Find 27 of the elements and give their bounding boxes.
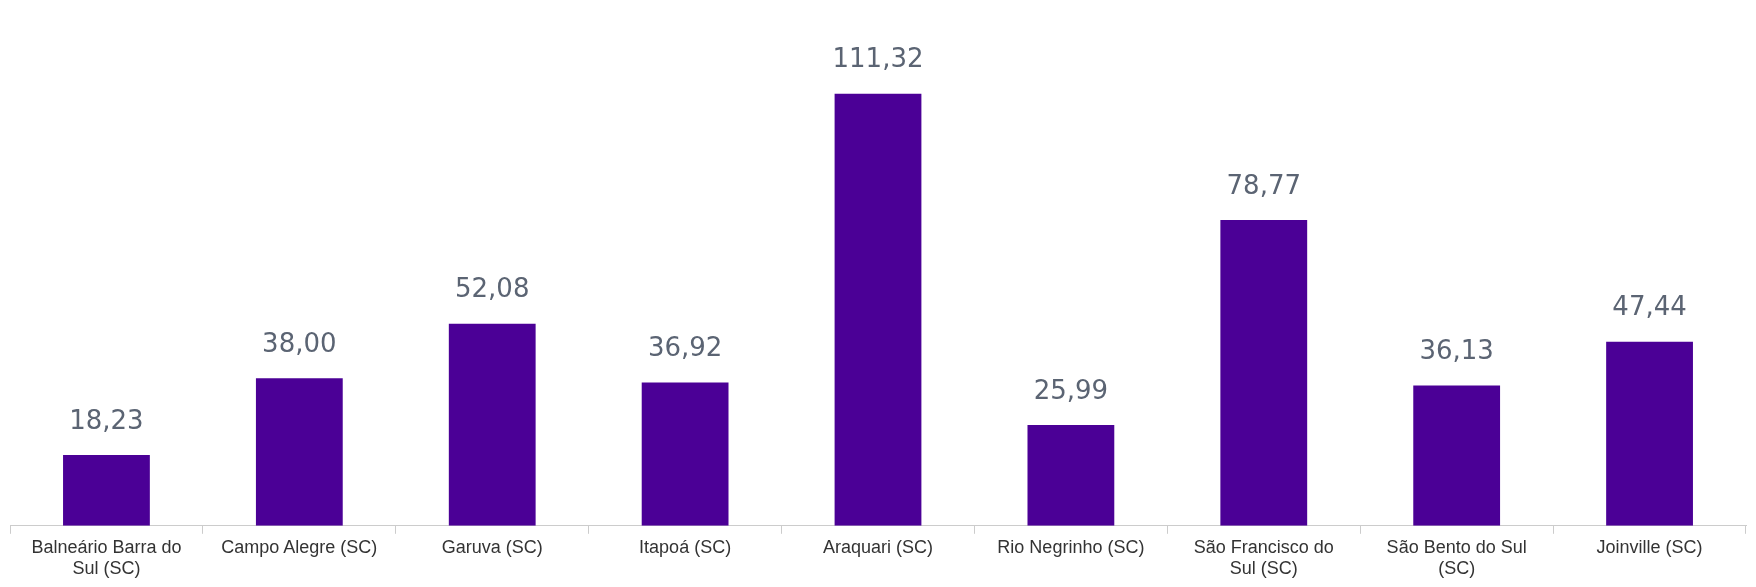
data-label: 18,23 — [69, 404, 144, 435]
bar — [834, 93, 922, 526]
x-tick-label: Joinville (SC) — [1596, 536, 1703, 557]
x-tick-label: Balneário Barra do Sul (SC) — [31, 536, 182, 579]
x-tick-label: Itapoá (SC) — [639, 536, 732, 557]
bar — [641, 382, 729, 526]
x-tick-label: Garuva (SC) — [441, 536, 543, 557]
x-tick-label: Campo Alegre (SC) — [221, 536, 378, 557]
bar — [1220, 220, 1308, 526]
bar — [255, 378, 343, 526]
x-tick-label: Rio Negrinho (SC) — [997, 536, 1145, 557]
data-label: 25,99 — [1033, 374, 1109, 405]
data-label: 36,13 — [1419, 335, 1494, 366]
x-tick-label: São Francisco do Sul (SC) — [1193, 536, 1334, 579]
bar — [63, 455, 150, 526]
x-tick-label: Araquari (SC) — [822, 536, 934, 557]
data-label: 38,00 — [262, 328, 337, 359]
data-label: 36,92 — [647, 332, 723, 363]
bar — [1027, 424, 1115, 526]
bar — [448, 323, 536, 526]
data-label: 111,32 — [832, 43, 924, 74]
bar — [1413, 385, 1501, 526]
data-label: 52,08 — [455, 273, 530, 304]
data-label: 47,44 — [1612, 291, 1687, 322]
x-tick-label: São Bento do Sul (SC) — [1386, 536, 1527, 579]
data-label: 78,77 — [1226, 169, 1301, 200]
bar — [1606, 341, 1693, 526]
